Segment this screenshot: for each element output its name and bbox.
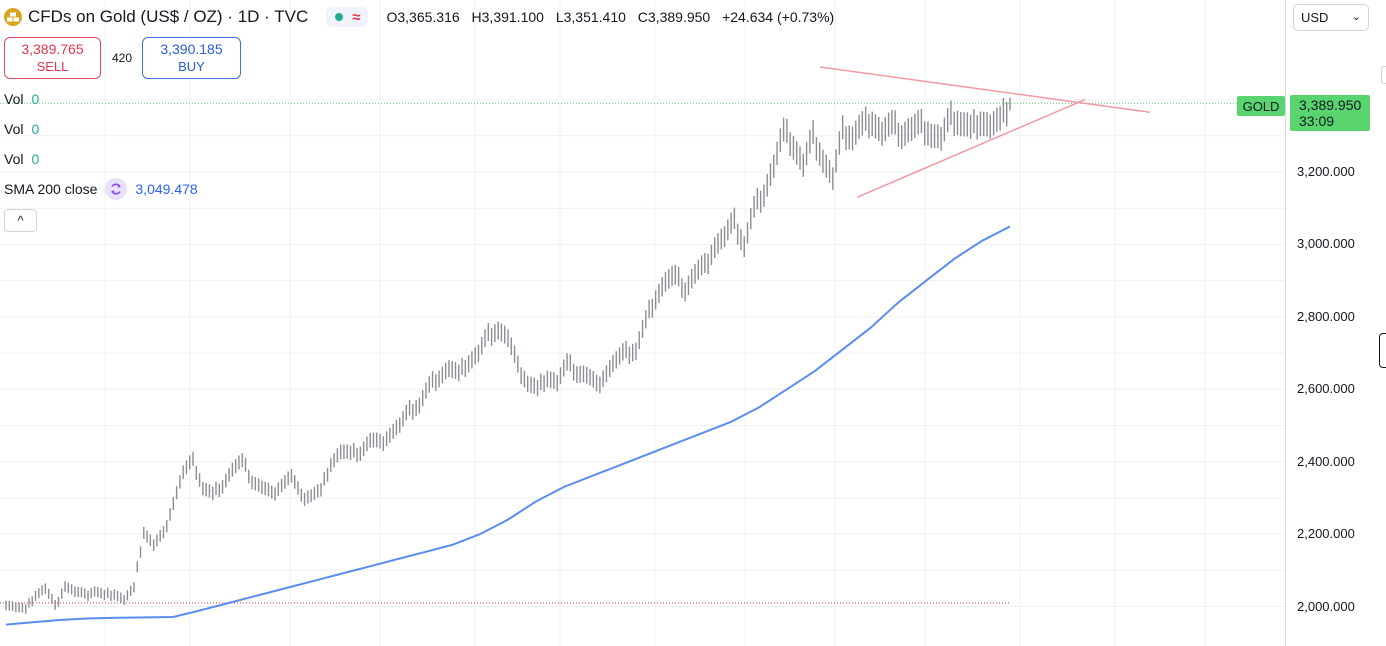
market-open-dot-icon bbox=[335, 13, 344, 21]
indicator-sma[interactable]: SMA 200 close 3,049.478 bbox=[4, 178, 198, 200]
price-bars bbox=[5, 97, 1011, 614]
indicator-value: 0 bbox=[31, 121, 40, 137]
indicator-value: 3,049.478 bbox=[135, 181, 198, 197]
lower-trendline bbox=[856, 98, 1086, 199]
buy-label: BUY bbox=[178, 59, 205, 74]
grid-lines bbox=[0, 0, 1285, 646]
close-value: C3,389.950 bbox=[637, 9, 711, 25]
sma-line-layer bbox=[5, 225, 1011, 626]
price-tick-label: 2,800.000 bbox=[1297, 308, 1355, 324]
indicator-name: Vol bbox=[4, 151, 24, 167]
sell-label: SELL bbox=[36, 59, 69, 74]
side-panel-tab[interactable] bbox=[1381, 66, 1386, 84]
open-value: O3,365.316 bbox=[386, 9, 460, 25]
indicator-name: Vol bbox=[4, 91, 24, 107]
buy-price: 3,390.185 bbox=[160, 41, 223, 57]
currency-select[interactable]: USD ⌄ bbox=[1293, 4, 1369, 31]
chart-area[interactable]: CFDs on Gold (US$ / OZ) · 1D · TVC ≈ O3,… bbox=[0, 0, 1285, 646]
upper-trendline bbox=[819, 66, 1151, 113]
chevron-down-icon: ⌄ bbox=[1351, 11, 1361, 23]
indicator-vol-2[interactable]: Vol 0 bbox=[4, 121, 39, 137]
indicator-name: Vol bbox=[4, 121, 24, 137]
indicator-vol-1[interactable]: Vol 0 bbox=[4, 91, 39, 107]
price-tick-label: 2,600.000 bbox=[1297, 381, 1355, 397]
bar-countdown: 33:09 bbox=[1299, 113, 1335, 129]
price-tick-label: 2,200.000 bbox=[1297, 526, 1355, 542]
refresh-icon[interactable] bbox=[105, 178, 128, 200]
side-panel-handle[interactable] bbox=[1379, 333, 1386, 368]
price-chart[interactable] bbox=[0, 0, 1285, 646]
chevron-up-icon: ^ bbox=[17, 213, 24, 228]
gold-bars-icon bbox=[4, 8, 22, 26]
ohlc-values: O3,365.316 H3,391.100 L3,351.410 C3,389.… bbox=[386, 9, 842, 25]
high-value: H3,391.100 bbox=[471, 9, 544, 25]
indicator-value: 0 bbox=[31, 91, 40, 107]
last-price: 3,389.950 bbox=[1299, 97, 1362, 113]
sell-button[interactable]: 3,389.765 SELL bbox=[4, 37, 101, 79]
price-tick-label: 3,000.000 bbox=[1297, 236, 1355, 252]
market-status[interactable]: ≈ bbox=[326, 7, 369, 27]
indicator-name: SMA 200 close bbox=[4, 181, 98, 197]
triangle-trendlines[interactable] bbox=[819, 66, 1151, 199]
buy-button[interactable]: 3,390.185 BUY bbox=[142, 37, 241, 79]
wave-icon: ≈ bbox=[352, 8, 361, 26]
collapse-legend-button[interactable]: ^ bbox=[4, 209, 37, 232]
price-tick-label: 2,000.000 bbox=[1297, 598, 1355, 614]
low-value: L3,351.410 bbox=[555, 9, 626, 25]
sell-price: 3,389.765 bbox=[21, 41, 84, 57]
sma-200-line bbox=[5, 225, 1011, 626]
indicator-value: 0 bbox=[31, 151, 40, 167]
change-value: +24.634 (+0.73%) bbox=[722, 9, 835, 25]
last-price-tag: 3,389.950 33:09 bbox=[1290, 95, 1370, 131]
symbol-legend: CFDs on Gold (US$ / OZ) · 1D · TVC ≈ O3,… bbox=[4, 6, 842, 28]
price-tick-label: 2,400.000 bbox=[1297, 453, 1355, 469]
indicator-vol-3[interactable]: Vol 0 bbox=[4, 151, 39, 167]
symbol-price-tag: GOLD bbox=[1237, 96, 1285, 116]
symbol-title[interactable]: CFDs on Gold (US$ / OZ) · 1D · TVC bbox=[28, 7, 309, 26]
spread-value: 420 bbox=[112, 51, 133, 65]
currency-value: USD bbox=[1301, 10, 1329, 25]
price-tick-label: 3,200.000 bbox=[1297, 164, 1355, 179]
price-axis[interactable]: USD ⌄ 3,200.000 3,000.000 2,800.000 2,600.0… bbox=[1285, 0, 1386, 646]
